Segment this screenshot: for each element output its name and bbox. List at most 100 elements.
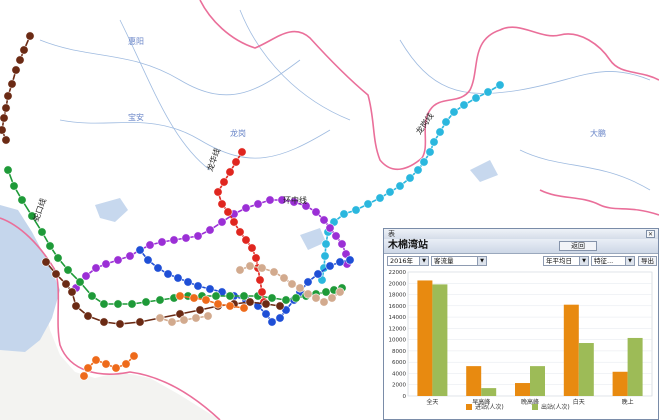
station-marker[interactable] [155,295,165,305]
station-marker[interactable] [129,351,139,361]
station-marker[interactable] [81,271,91,281]
station-marker[interactable] [435,127,445,137]
station-marker[interactable] [175,291,185,301]
chevron-down-icon[interactable]: ▼ [579,257,588,265]
station-marker[interactable] [275,301,285,311]
station-marker[interactable] [193,231,203,241]
station-marker[interactable] [163,269,173,279]
station-marker[interactable] [331,231,341,241]
station-marker[interactable] [135,317,145,327]
station-marker[interactable] [153,263,163,273]
station-marker[interactable] [7,79,17,89]
station-marker[interactable] [37,227,47,237]
station-marker[interactable] [237,147,247,157]
station-marker[interactable] [311,207,321,217]
chevron-down-icon[interactable]: ▼ [419,257,428,265]
station-marker[interactable] [325,261,335,271]
station-marker[interactable] [345,255,355,265]
station-marker[interactable] [219,177,229,187]
station-marker[interactable] [71,301,81,311]
station-marker[interactable] [11,65,21,75]
station-marker[interactable] [113,299,123,309]
station-marker[interactable] [213,299,223,309]
station-marker[interactable] [83,363,93,373]
station-marker[interactable] [241,235,251,245]
bar-in[interactable] [515,383,530,396]
station-marker[interactable] [0,125,7,135]
station-marker[interactable] [261,309,271,319]
station-marker[interactable] [191,313,201,323]
station-marker[interactable] [303,277,313,287]
station-marker[interactable] [217,217,227,227]
bar-out[interactable] [578,343,594,396]
station-marker[interactable] [127,299,137,309]
station-marker[interactable] [75,277,85,287]
station-marker[interactable] [425,147,435,157]
station-marker[interactable] [275,313,285,323]
station-marker[interactable] [441,117,451,127]
station-marker[interactable] [181,233,191,243]
bar-in[interactable] [417,280,433,396]
station-marker[interactable] [495,80,505,90]
bar-out[interactable] [432,284,448,396]
station-marker[interactable] [91,355,101,365]
station-marker[interactable] [157,237,167,247]
station-marker[interactable] [101,259,111,269]
station-marker[interactable] [99,299,109,309]
station-marker[interactable] [395,181,405,191]
station-marker[interactable] [25,31,35,41]
chevron-down-icon[interactable]: ▼ [625,257,634,265]
station-marker[interactable] [281,295,291,305]
station-marker[interactable] [0,113,9,123]
station-marker[interactable] [167,317,177,327]
station-marker[interactable] [419,157,429,167]
station-marker[interactable] [269,267,279,277]
station-marker[interactable] [449,107,459,117]
station-marker[interactable] [111,363,121,373]
station-marker[interactable] [217,199,227,209]
station-marker[interactable] [121,359,131,369]
station-marker[interactable] [245,261,255,271]
station-marker[interactable] [413,165,423,175]
station-marker[interactable] [385,187,395,197]
station-marker[interactable] [125,251,135,261]
period-select[interactable]: 年平均日 ▼ [543,256,589,266]
station-marker[interactable] [261,299,271,309]
station-marker[interactable] [143,255,153,265]
station-marker[interactable] [225,167,235,177]
station-marker[interactable] [51,269,61,279]
station-marker[interactable] [339,209,349,219]
station-marker[interactable] [91,263,101,273]
station-marker[interactable] [239,303,249,313]
station-marker[interactable] [267,317,277,327]
station-marker[interactable] [335,287,345,297]
station-marker[interactable] [205,225,215,235]
bar-out[interactable] [481,388,497,396]
station-marker[interactable] [253,199,263,209]
station-marker[interactable] [45,241,55,251]
station-marker[interactable] [231,157,241,167]
station-marker[interactable] [295,283,305,293]
station-marker[interactable] [1,135,11,145]
station-marker[interactable] [3,91,13,101]
station-marker[interactable] [79,371,89,381]
station-marker[interactable] [173,273,183,283]
station-marker[interactable] [27,211,37,221]
station-marker[interactable] [405,173,415,183]
station-marker[interactable] [319,297,329,307]
station-marker[interactable] [195,305,205,315]
time-select[interactable]: 特征... ▼ [591,256,635,266]
station-marker[interactable] [19,45,29,55]
station-marker[interactable] [459,100,469,110]
station-marker[interactable] [277,195,287,205]
station-marker[interactable] [337,239,347,249]
station-marker[interactable] [351,205,361,215]
bar-in[interactable] [612,371,628,396]
station-marker[interactable] [145,240,155,250]
station-marker[interactable] [471,93,481,103]
station-marker[interactable] [15,55,25,65]
station-marker[interactable] [115,319,125,329]
station-marker[interactable] [265,195,275,205]
station-marker[interactable] [135,245,145,255]
